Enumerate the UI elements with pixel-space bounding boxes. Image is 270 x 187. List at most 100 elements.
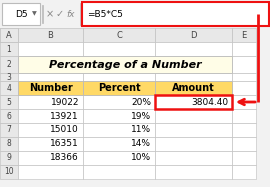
Bar bbox=[83, 28, 155, 42]
Bar bbox=[82, 2, 269, 26]
Bar bbox=[83, 95, 155, 109]
Text: Amount: Amount bbox=[172, 83, 215, 93]
Bar bbox=[18, 81, 83, 95]
Bar bbox=[18, 81, 83, 95]
Text: 8: 8 bbox=[7, 140, 11, 148]
Bar bbox=[0, 56, 18, 73]
Bar bbox=[0, 123, 18, 137]
Text: 6: 6 bbox=[6, 111, 11, 120]
Bar bbox=[18, 73, 83, 81]
Bar bbox=[80, 3, 81, 25]
Bar bbox=[155, 137, 232, 151]
Bar bbox=[18, 28, 83, 42]
Text: D: D bbox=[190, 30, 197, 39]
Bar bbox=[232, 151, 256, 165]
Text: A: A bbox=[6, 30, 12, 39]
Text: ▼: ▼ bbox=[32, 11, 36, 16]
Text: D5: D5 bbox=[15, 10, 27, 19]
Text: 15010: 15010 bbox=[50, 125, 79, 134]
Bar bbox=[232, 42, 256, 56]
Bar bbox=[0, 28, 18, 42]
Text: 20%: 20% bbox=[131, 97, 151, 107]
Text: 10: 10 bbox=[4, 168, 14, 177]
Bar bbox=[155, 28, 232, 42]
Text: 18366: 18366 bbox=[50, 154, 79, 163]
Bar bbox=[232, 95, 256, 109]
Bar bbox=[0, 0, 270, 28]
Bar bbox=[155, 109, 232, 123]
Bar bbox=[18, 123, 83, 137]
Bar bbox=[83, 81, 155, 95]
Bar bbox=[232, 28, 256, 42]
Bar bbox=[0, 28, 18, 42]
Bar bbox=[42, 5, 43, 23]
Text: 16351: 16351 bbox=[50, 140, 79, 148]
Text: ×: × bbox=[46, 9, 54, 19]
Bar bbox=[0, 73, 18, 81]
Bar bbox=[0, 95, 18, 109]
Bar bbox=[0, 151, 18, 165]
Bar bbox=[18, 165, 83, 179]
Text: 3804.40: 3804.40 bbox=[191, 97, 228, 107]
Text: 5: 5 bbox=[6, 97, 11, 107]
Text: 10%: 10% bbox=[131, 154, 151, 163]
Bar bbox=[2, 3, 40, 25]
Text: C: C bbox=[116, 30, 122, 39]
Bar bbox=[155, 42, 232, 56]
Bar bbox=[155, 95, 232, 109]
Bar bbox=[18, 56, 83, 73]
Bar bbox=[83, 73, 155, 81]
Text: fx: fx bbox=[66, 10, 75, 19]
Bar bbox=[155, 151, 232, 165]
Bar bbox=[155, 81, 232, 95]
Bar bbox=[232, 56, 256, 73]
Bar bbox=[232, 73, 256, 81]
Bar bbox=[155, 81, 232, 95]
Polygon shape bbox=[2, 30, 16, 40]
Text: E: E bbox=[241, 30, 247, 39]
Text: B: B bbox=[48, 30, 53, 39]
Bar bbox=[18, 42, 83, 56]
Bar bbox=[18, 56, 232, 73]
Bar bbox=[0, 165, 18, 179]
Text: 19022: 19022 bbox=[50, 97, 79, 107]
Bar bbox=[18, 95, 83, 109]
Text: ✓: ✓ bbox=[56, 9, 64, 19]
Text: Number: Number bbox=[29, 83, 72, 93]
Bar bbox=[83, 81, 155, 95]
Text: 1: 1 bbox=[7, 45, 11, 53]
Bar bbox=[232, 137, 256, 151]
Bar bbox=[0, 109, 18, 123]
Bar bbox=[18, 137, 83, 151]
Bar bbox=[83, 56, 155, 73]
Bar bbox=[155, 56, 232, 73]
Bar bbox=[155, 95, 232, 109]
Bar bbox=[0, 81, 18, 95]
Bar bbox=[83, 137, 155, 151]
Bar bbox=[155, 165, 232, 179]
Text: 13921: 13921 bbox=[50, 111, 79, 120]
Text: 4: 4 bbox=[6, 84, 11, 93]
Bar bbox=[232, 165, 256, 179]
Bar bbox=[155, 123, 232, 137]
Bar bbox=[83, 165, 155, 179]
Bar bbox=[18, 151, 83, 165]
Bar bbox=[0, 42, 18, 56]
Bar bbox=[83, 123, 155, 137]
Bar bbox=[83, 42, 155, 56]
Text: =B5*C5: =B5*C5 bbox=[87, 10, 123, 19]
Bar bbox=[232, 109, 256, 123]
Text: 9: 9 bbox=[6, 154, 11, 163]
Text: 3: 3 bbox=[6, 73, 11, 82]
Text: 11%: 11% bbox=[131, 125, 151, 134]
Text: 2: 2 bbox=[7, 60, 11, 69]
Bar bbox=[232, 123, 256, 137]
Bar bbox=[0, 137, 18, 151]
Bar bbox=[18, 109, 83, 123]
Text: 7: 7 bbox=[6, 125, 11, 134]
Bar bbox=[232, 81, 256, 95]
Text: Percent: Percent bbox=[98, 83, 140, 93]
Text: Percentage of a Number: Percentage of a Number bbox=[49, 59, 201, 70]
Bar bbox=[83, 151, 155, 165]
Bar bbox=[83, 109, 155, 123]
